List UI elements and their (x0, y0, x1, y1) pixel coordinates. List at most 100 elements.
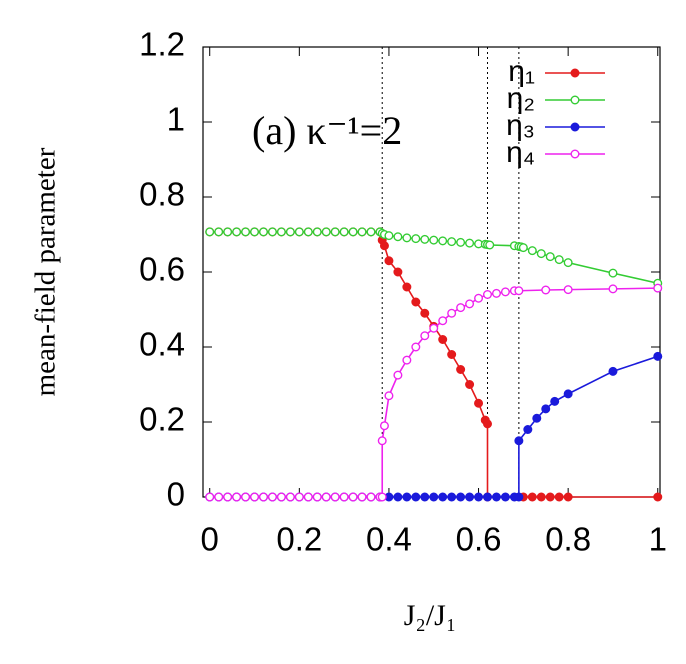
data-point (563, 258, 573, 268)
data-point (447, 350, 457, 360)
data-point (438, 316, 448, 326)
data-point (232, 227, 242, 237)
data-point (393, 492, 403, 502)
data-point (653, 351, 663, 361)
data-point (339, 227, 349, 237)
data-point (420, 492, 430, 502)
data-point (267, 227, 277, 237)
data-point (483, 492, 493, 502)
data-point (518, 243, 528, 253)
data-point (303, 227, 313, 237)
data-point (232, 492, 242, 502)
data-point (608, 268, 618, 278)
data-point (321, 492, 331, 502)
data-point (384, 391, 394, 401)
data-point (541, 404, 551, 414)
data-point (223, 227, 233, 237)
y-tick-label: 1 (167, 101, 185, 138)
data-point (541, 285, 551, 295)
x-tick-label: 0.8 (545, 521, 591, 558)
data-point (527, 492, 537, 502)
data-point (474, 492, 484, 502)
data-point (429, 492, 439, 502)
y-tick-label: 0 (167, 476, 185, 513)
data-point (465, 238, 475, 248)
data-point (474, 398, 484, 408)
x-tick-label: 0.4 (366, 521, 412, 558)
data-point (420, 331, 430, 341)
data-point (393, 232, 403, 242)
x-axis-label: J₂/J₁ (404, 599, 457, 632)
data-point (554, 492, 564, 502)
data-point (456, 303, 466, 313)
data-point (258, 492, 268, 502)
data-point (393, 267, 403, 277)
data-point (438, 492, 448, 502)
data-point (294, 492, 304, 502)
data-point (366, 492, 376, 502)
data-point (545, 252, 555, 262)
data-point (447, 237, 457, 247)
data-point (214, 492, 224, 502)
data-point (483, 419, 493, 429)
data-point (420, 234, 430, 244)
data-point (411, 234, 421, 244)
data-point (250, 227, 260, 237)
data-point (384, 256, 394, 266)
data-point (514, 492, 524, 502)
data-point (411, 492, 421, 502)
y-tick-label: 0.6 (139, 251, 185, 288)
annotation: (a) κ⁻¹=2 (252, 108, 402, 153)
data-point (500, 287, 510, 297)
data-point (420, 308, 430, 318)
data-point (456, 492, 466, 502)
data-point (303, 492, 313, 502)
data-point (536, 492, 546, 502)
legend-label: η₄ (506, 136, 535, 169)
data-point (312, 492, 322, 502)
data-point (379, 241, 389, 251)
data-point (447, 308, 457, 318)
data-point (384, 231, 394, 241)
data-point (321, 227, 331, 237)
series-line (209, 287, 658, 498)
legend-label: η₁ (508, 55, 535, 88)
x-tick-label: 0 (201, 521, 219, 558)
data-point (411, 342, 421, 352)
data-point (491, 288, 501, 298)
data-point (330, 227, 340, 237)
data-point (532, 413, 542, 423)
data-point (550, 396, 560, 406)
data-point (276, 492, 286, 502)
data-point (258, 227, 268, 237)
data-point (250, 492, 260, 502)
data-point (514, 286, 524, 296)
data-point (563, 492, 573, 502)
x-tick-label: 0.6 (456, 521, 502, 558)
data-point (285, 492, 295, 502)
data-point (483, 290, 493, 300)
data-point (330, 492, 340, 502)
data-point (357, 492, 367, 502)
data-point (214, 227, 224, 237)
data-point (608, 284, 618, 294)
data-point (491, 492, 501, 502)
data-point (402, 282, 412, 292)
y-tick-label: 0.4 (139, 326, 185, 363)
data-point (276, 227, 286, 237)
data-point (438, 236, 448, 246)
data-point (393, 370, 403, 380)
data-point (563, 285, 573, 295)
data-point (465, 299, 475, 309)
data-point (527, 246, 537, 256)
data-point (438, 335, 448, 345)
data-point (285, 227, 295, 237)
data-point (608, 366, 618, 376)
x-tick-label: 1 (649, 521, 667, 558)
data-point (241, 492, 251, 502)
y-tick-label: 0.2 (139, 401, 185, 438)
legend-label: η₂ (507, 82, 535, 115)
data-point (402, 355, 412, 365)
data-point (536, 249, 546, 259)
series-line (209, 355, 659, 498)
